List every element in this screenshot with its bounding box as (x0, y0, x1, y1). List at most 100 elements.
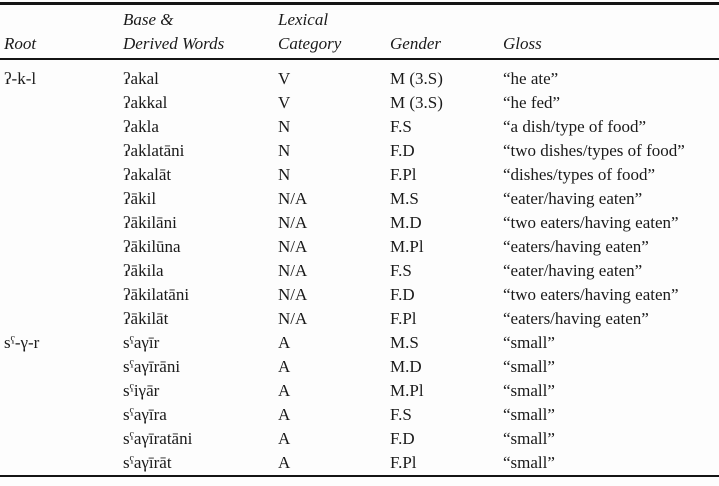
cell-category: N/A (278, 309, 308, 328)
table-row: sˤaγīra A F.S “small” (0, 403, 719, 427)
cell-gender: M.D (390, 213, 422, 232)
cell-root (4, 355, 123, 379)
cell-word: sˤaγīr (123, 333, 160, 352)
cell-gloss: “eaters/having eaten” (503, 237, 649, 256)
cell-root (4, 235, 123, 259)
cell-gender: M.Pl (390, 381, 424, 400)
cell-word: ʔākilāni (123, 213, 177, 232)
cell-category: A (278, 381, 291, 400)
cell-gloss: “small” (503, 405, 555, 424)
cell-gloss: “small” (503, 333, 555, 352)
cell-gloss: “small” (503, 357, 555, 376)
cell-gloss: “dishes/types of food” (503, 165, 656, 184)
cell-gloss: “small” (503, 453, 555, 472)
column-header-label-line1: Lexical (278, 10, 329, 29)
cell-root: sˤ-γ-r (4, 333, 40, 352)
cell-word: sˤaγīrāni (123, 357, 181, 376)
table-row: sˤaγīrāni A M.D “small” (0, 355, 719, 379)
table-row: sˤaγīratāni A F.D “small” (0, 427, 719, 451)
cell-word: sˤaγīratāni (123, 429, 193, 448)
cell-category: N (278, 165, 291, 184)
column-header-label-line2: Category (278, 34, 342, 53)
cell-root (4, 163, 123, 187)
cell-root (4, 187, 123, 211)
cell-category: N/A (278, 213, 308, 232)
table-row: sˤaγīrāt A F.Pl “small” (0, 451, 719, 475)
cell-gender: F.Pl (390, 165, 417, 184)
cell-gloss: “eaters/having eaten” (503, 309, 649, 328)
cell-word: ʔakal (123, 69, 159, 88)
table-row: ʔākilatāni N/A F.D “two eaters/having eaten… (0, 283, 719, 307)
cell-gloss: “a dish/type of food” (503, 117, 647, 136)
cell-root (4, 403, 123, 427)
cell-gloss: “small” (503, 429, 555, 448)
table-row: sˤiγār A M.Pl “small” (0, 379, 719, 403)
cell-word: ʔākil (123, 189, 157, 208)
column-header-label-line1: Base & (123, 10, 174, 29)
column-header-label-line2: Derived Words (123, 34, 225, 53)
table-row: ʔākilāt N/A F.Pl “eaters/having eaten” (0, 307, 719, 331)
table-header-rule (0, 58, 719, 60)
cell-category: A (278, 429, 291, 448)
cell-gender: F.D (390, 285, 415, 304)
column-header-label: Gender (390, 34, 441, 53)
cell-word: ʔakla (123, 117, 159, 136)
table-body: ʔ-k-l ʔakal V M (3.S) “he ate” ʔakkal V M (3.S)… (0, 60, 719, 475)
cell-root (4, 451, 123, 475)
cell-gender: M (3.S) (390, 69, 443, 88)
table-row: ʔakkal V M (3.S) “he fed” (0, 91, 719, 115)
cell-word: ʔākilāt (123, 309, 169, 328)
cell-gloss: “he fed” (503, 93, 561, 112)
cell-word: ʔākilūna (123, 237, 181, 256)
table-row: ʔākilāni N/A M.D “two eaters/having eaten” (0, 211, 719, 235)
cell-category: A (278, 357, 291, 376)
cell-gender: M.Pl (390, 237, 424, 256)
cell-gender: F.S (390, 261, 412, 280)
cell-category: N (278, 117, 291, 136)
cell-category: V (278, 93, 291, 112)
cell-gender: F.D (390, 141, 415, 160)
table-row: ʔākil N/A M.S “eater/having eaten” (0, 187, 719, 211)
cell-word: ʔakkal (123, 93, 168, 112)
cell-word: ʔakalāt (123, 165, 172, 184)
cell-gloss: “two dishes/types of food” (503, 141, 685, 160)
cell-gender: M.S (390, 333, 419, 352)
table-row: sˤ-γ-r sˤaγīr A M.S “small” (0, 331, 719, 355)
table-row: ʔākilūna N/A M.Pl “eaters/having eaten” (0, 235, 719, 259)
column-header-root: Root (4, 5, 123, 58)
cell-root (4, 307, 123, 331)
table-bottom-rule (0, 475, 719, 477)
table-top-rule (0, 2, 719, 5)
cell-root (4, 211, 123, 235)
column-header-gloss: Gloss (503, 5, 717, 58)
cell-word: sˤaγīra (123, 405, 167, 424)
cell-category: V (278, 69, 291, 88)
cell-category: N/A (278, 189, 308, 208)
cell-root (4, 139, 123, 163)
cell-category: N/A (278, 261, 308, 280)
cell-word: ʔaklatāni (123, 141, 185, 160)
column-header-label: Gloss (503, 34, 542, 53)
cell-root (4, 283, 123, 307)
cell-gender: M.S (390, 189, 419, 208)
cell-gender: F.Pl (390, 309, 417, 328)
cell-category: N/A (278, 237, 308, 256)
cell-category: A (278, 405, 291, 424)
cell-root: ʔ-k-l (4, 69, 37, 88)
cell-gloss: “two eaters/having eaten” (503, 213, 679, 232)
table-row: ʔakalāt N F.Pl “dishes/types of food” (0, 163, 719, 187)
cell-gender: M.D (390, 357, 422, 376)
table-row: ʔākila N/A F.S “eater/having eaten” (0, 259, 719, 283)
cell-root (4, 91, 123, 115)
cell-word: ʔākila (123, 261, 164, 280)
cell-gender: F.S (390, 117, 412, 136)
table-row: ʔakla N F.S “a dish/type of food” (0, 115, 719, 139)
cell-gloss: “eater/having eaten” (503, 261, 643, 280)
cell-gender: F.D (390, 429, 415, 448)
cell-gloss: “he ate” (503, 69, 559, 88)
cell-gender: F.S (390, 405, 412, 424)
column-header-lexical-category: Lexical Category (278, 5, 390, 58)
table-row: ʔaklatāni N F.D “two dishes/types of food” (0, 139, 719, 163)
cell-root (4, 115, 123, 139)
